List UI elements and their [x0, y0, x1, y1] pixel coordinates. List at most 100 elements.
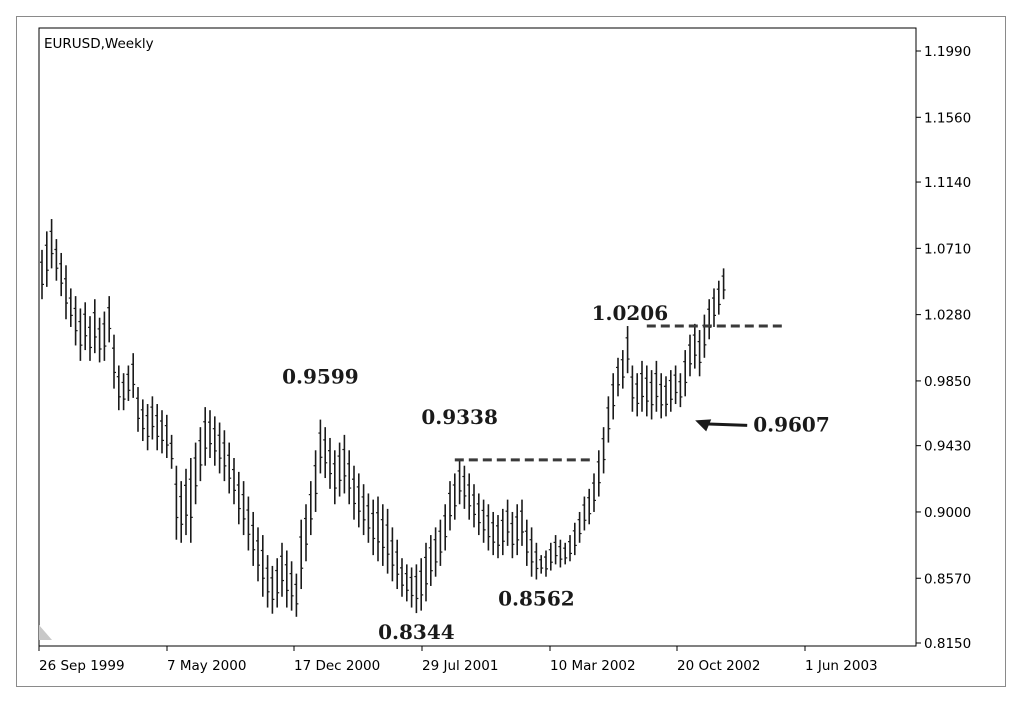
x-tick-label: 10 Mar 2002	[550, 658, 636, 674]
ohlc-bar	[212, 416, 217, 466]
ohlc-bar	[260, 535, 265, 597]
annotation-label: 0.9607	[753, 412, 830, 436]
reference-lines-layer	[454, 324, 786, 462]
ohlc-bar	[592, 473, 596, 512]
ohlc-bar	[529, 527, 534, 577]
ohlc-bar	[577, 511, 582, 543]
x-axis: 26 Sep 1999 7 May 2000 17 Dec 2000 29 Jul 2…	[38, 646, 878, 674]
ohlc-bar	[433, 527, 438, 577]
ohlc-bar	[414, 564, 419, 614]
ohlc-bar	[716, 280, 721, 315]
ohlc-bar	[467, 473, 472, 520]
ohlc-bar	[280, 542, 284, 597]
ohlc-bar	[198, 427, 203, 482]
y-tick-label: 0.8570	[924, 571, 971, 587]
ohlc-bar	[145, 404, 150, 451]
annotation-arrow	[705, 422, 748, 427]
ohlc-bar	[289, 561, 294, 611]
ohlc-bar	[572, 522, 577, 556]
ohlc-bar	[568, 535, 572, 562]
ohlc-bar	[553, 535, 558, 565]
ohlc-bar	[664, 376, 668, 417]
x-tick-label: 7 May 2000	[167, 658, 246, 674]
ohlc-bar	[625, 326, 630, 374]
ohlc-bar	[395, 539, 400, 590]
y-tick-label: 1.0280	[924, 308, 971, 324]
ohlc-bar	[256, 527, 260, 582]
ohlc-bar	[337, 442, 342, 497]
ohlc-bar	[683, 350, 688, 397]
ohlc-bar	[136, 387, 140, 432]
ohlc-bar	[371, 499, 376, 556]
ohlc-bar	[640, 360, 644, 412]
ohlc-bar	[44, 231, 49, 287]
ohlc-bar	[188, 458, 193, 543]
ohlc-bar	[54, 239, 59, 281]
ohlc-bar	[539, 555, 544, 574]
ohlc-bar	[548, 542, 553, 571]
bars-layer	[40, 219, 726, 617]
annotation-label: 0.9338	[421, 405, 498, 429]
ohlc-bar	[160, 410, 164, 454]
annotation-label: 0.8344	[378, 620, 455, 644]
ohlc-bar	[270, 565, 275, 614]
ohlc-bar	[121, 373, 126, 411]
ohlc-bar	[97, 317, 102, 363]
ohlc-bar	[668, 370, 673, 412]
ohlc-bar	[500, 508, 505, 556]
ohlc-bar	[419, 558, 424, 611]
ohlc-bar	[544, 550, 548, 577]
annotation-label: 1.0206	[592, 301, 669, 325]
ohlc-bar	[606, 396, 611, 443]
ohlc-bar	[64, 265, 68, 320]
ohlc-bar	[68, 288, 73, 327]
ohlc-bar	[83, 302, 88, 351]
ohlc-bar	[73, 296, 78, 346]
ohlc-bar	[203, 407, 208, 466]
ohlc-bar	[313, 450, 318, 512]
ohlc-bar	[452, 473, 457, 520]
ohlc-bar	[400, 558, 404, 597]
ohlc-bar	[428, 535, 433, 586]
ohlc-bar	[654, 360, 659, 412]
ohlc-bar	[246, 496, 251, 551]
ohlc-bar	[107, 296, 112, 343]
ohlc-bar	[294, 573, 299, 617]
ohlc-bar	[208, 410, 212, 458]
ohlc-bar	[505, 499, 510, 546]
ohlc-bar	[356, 473, 361, 528]
ohlc-bar	[332, 450, 337, 505]
ohlc-bar	[620, 350, 625, 389]
ohlc-bar	[558, 539, 563, 568]
ohlc-bar	[251, 511, 256, 566]
ohlc-bar	[241, 481, 246, 536]
ohlc-bar	[116, 365, 121, 411]
ohlc-bar	[582, 496, 587, 531]
ohlc-bar	[78, 308, 83, 361]
ohlc-bar	[169, 434, 174, 469]
ohlc-bar	[491, 511, 496, 556]
ohlc-bar	[404, 564, 409, 602]
ohlc-bar	[347, 450, 352, 505]
ohlc-bar	[688, 334, 692, 377]
ohlc-bar	[308, 481, 313, 536]
plot-border	[38, 27, 917, 647]
ohlc-bar	[352, 465, 356, 520]
ohlc-bar	[721, 268, 726, 300]
ohlc-bar	[236, 471, 241, 525]
ohlc-bar	[448, 481, 452, 531]
ohlc-bar	[596, 450, 601, 497]
ohlc-bar	[678, 373, 683, 408]
y-tick-label: 0.9000	[924, 505, 971, 521]
ohlc-bar	[299, 519, 304, 590]
ohlc-bar	[59, 252, 64, 297]
annotation-label: 0.9599	[282, 365, 359, 389]
ohlc-bar	[476, 493, 481, 536]
ohlc-bar	[712, 288, 716, 327]
x-tick-label: 29 Jul 2001	[422, 658, 498, 674]
chart-frame	[16, 16, 1006, 687]
ohlc-bar	[438, 519, 443, 566]
ohlc-bar	[380, 504, 385, 566]
ohlc-bar	[697, 330, 702, 377]
x-tick-label: 1 Jun 2003	[805, 658, 878, 674]
